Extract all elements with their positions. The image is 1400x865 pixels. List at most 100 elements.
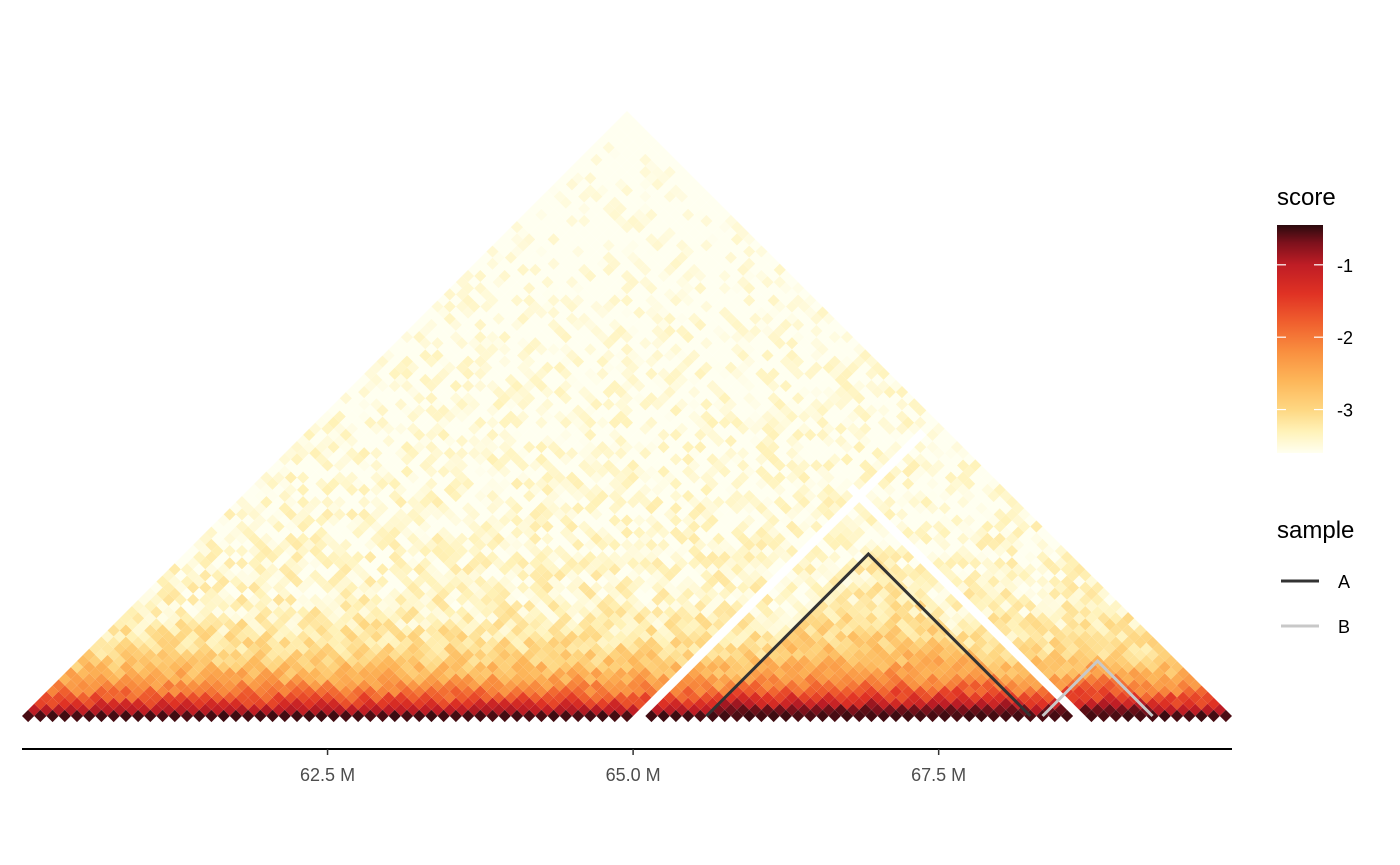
heatmap-cell xyxy=(743,648,756,661)
heatmap-cell xyxy=(853,685,866,698)
heatmap-cell xyxy=(712,251,725,264)
heatmap-cell xyxy=(297,471,310,484)
heatmap-cell xyxy=(743,318,756,331)
heatmap-cell xyxy=(810,324,823,338)
heatmap-cell xyxy=(1109,612,1122,625)
heatmap-cell xyxy=(217,709,230,723)
heatmap-cell xyxy=(700,422,713,435)
heatmap-cell xyxy=(657,563,670,576)
heatmap-cell xyxy=(303,685,316,698)
heatmap-cell xyxy=(590,496,603,509)
heatmap-cell xyxy=(614,227,627,240)
heatmap-cell xyxy=(706,379,719,393)
heatmap-cell xyxy=(853,538,866,551)
heatmap-cell xyxy=(761,483,774,496)
heatmap-cell xyxy=(541,606,554,619)
heatmap-cell xyxy=(34,709,47,723)
heatmap-cell xyxy=(254,551,267,564)
heatmap-cell xyxy=(517,520,530,533)
heatmap-cell xyxy=(602,496,615,509)
heatmap-cell xyxy=(498,233,511,246)
heatmap-cell xyxy=(523,404,536,417)
heatmap-cell xyxy=(443,691,456,704)
heatmap-cell xyxy=(1122,612,1135,625)
heatmap-cell xyxy=(651,569,664,582)
heatmap-cell xyxy=(474,575,487,588)
heatmap-cell xyxy=(669,159,682,173)
heatmap-cell xyxy=(242,551,255,564)
heatmap-cell xyxy=(651,312,664,325)
heatmap-cell xyxy=(712,447,725,460)
heatmap-cell xyxy=(523,697,536,710)
heatmap-cell xyxy=(352,709,365,723)
heatmap-cell xyxy=(144,587,157,600)
heatmap-cell xyxy=(706,587,719,600)
heatmap-cell xyxy=(767,257,780,270)
heatmap-cell xyxy=(119,709,132,723)
heatmap-cell xyxy=(596,257,609,270)
heatmap-cell xyxy=(1054,667,1067,680)
heatmap-cell xyxy=(822,532,835,545)
heatmap-cell xyxy=(767,514,780,527)
heatmap-cell xyxy=(932,703,945,716)
heatmap-cell xyxy=(675,239,689,252)
heatmap-cell xyxy=(987,685,1000,698)
heatmap-cell xyxy=(1060,673,1074,686)
heatmap-cell xyxy=(688,288,701,301)
heatmap-cell xyxy=(462,343,475,356)
heatmap-cell xyxy=(419,324,432,338)
heatmap-cell xyxy=(798,642,811,655)
heatmap-cell xyxy=(321,471,334,484)
heatmap-cell xyxy=(474,661,487,674)
heatmap-cell xyxy=(651,300,664,313)
heatmap-cell xyxy=(767,538,780,551)
heatmap-cell xyxy=(853,636,866,649)
heatmap-cell xyxy=(541,214,554,228)
heatmap-cell xyxy=(547,392,560,405)
heatmap-cell xyxy=(162,618,175,631)
heatmap-cell xyxy=(541,471,554,484)
heatmap-cell xyxy=(180,685,194,698)
heatmap-cell xyxy=(455,520,469,533)
heatmap-cell xyxy=(779,465,792,478)
heatmap-cell xyxy=(639,300,652,313)
heatmap-cell xyxy=(303,514,316,527)
heatmap-cell xyxy=(547,489,560,503)
heatmap-cell xyxy=(474,294,487,307)
heatmap-cell xyxy=(584,196,597,209)
heatmap-cell xyxy=(688,593,701,606)
heatmap-cell xyxy=(443,410,456,423)
heatmap-cell xyxy=(498,575,511,588)
heatmap-cell xyxy=(816,489,829,503)
heatmap-cell xyxy=(700,312,713,325)
heatmap-cell xyxy=(1018,508,1031,521)
heatmap-cell xyxy=(370,373,383,386)
heatmap-cell xyxy=(1018,593,1031,606)
heatmap-cell xyxy=(474,306,487,319)
heatmap-cell xyxy=(1018,606,1031,619)
heatmap-cell xyxy=(535,233,548,246)
heatmap-cell xyxy=(657,575,670,588)
heatmap-cell xyxy=(645,526,658,539)
heatmap-cell xyxy=(523,355,536,368)
heatmap-cell xyxy=(541,239,554,252)
heatmap-cell xyxy=(761,422,774,435)
heatmap-cell xyxy=(144,685,157,698)
heatmap-cell xyxy=(144,636,157,649)
heatmap-cell xyxy=(798,581,811,594)
heatmap-cell xyxy=(315,624,328,637)
heatmap-cell xyxy=(138,667,151,680)
heatmap-cell xyxy=(235,618,249,631)
heatmap-cell xyxy=(370,471,383,484)
heatmap-cell xyxy=(853,355,866,368)
heatmap-cell xyxy=(743,331,756,344)
heatmap-cell xyxy=(498,379,511,393)
heatmap-cell xyxy=(651,288,664,301)
heatmap-cell xyxy=(217,661,230,674)
heatmap-cell xyxy=(902,575,915,588)
heatmap-cell xyxy=(584,685,597,698)
heatmap-cell xyxy=(963,636,976,649)
heatmap-cell xyxy=(492,349,505,362)
heatmap-cell xyxy=(675,166,689,179)
heatmap-cell xyxy=(767,343,780,356)
